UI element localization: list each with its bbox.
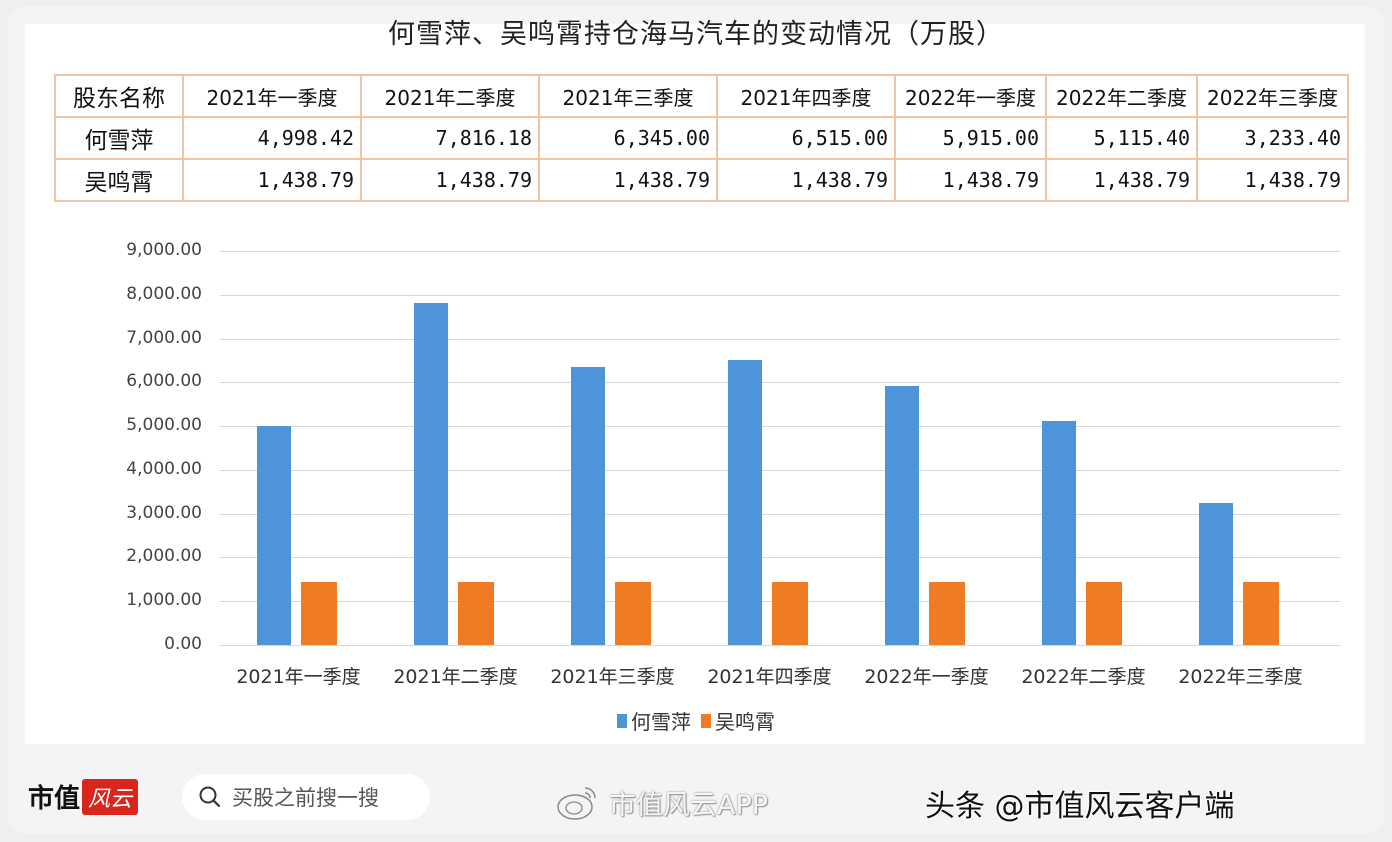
gridline bbox=[220, 469, 1340, 471]
bar-wu-mingxiao bbox=[300, 582, 337, 645]
x-tick-label: 2021年三季度 bbox=[550, 666, 675, 688]
legend-label: 何雪萍 bbox=[631, 710, 691, 734]
cell-value: 1,438.79 bbox=[1196, 158, 1349, 202]
y-tick-label: 6,000.00 bbox=[126, 371, 202, 392]
gridline bbox=[220, 513, 1340, 515]
header-cell: 2021年三季度 bbox=[538, 74, 718, 118]
y-tick-label: 1,000.00 bbox=[126, 590, 202, 611]
bar-wu-mingxiao bbox=[1242, 582, 1279, 645]
header-cell: 2021年四季度 bbox=[716, 74, 896, 118]
cell-value: 6,515.00 bbox=[716, 116, 896, 160]
cell-value: 1,438.79 bbox=[182, 158, 362, 202]
row-name: 吴鸣霄 bbox=[54, 158, 184, 202]
y-tick-label: 8,000.00 bbox=[126, 283, 202, 304]
legend-item: 何雪萍 bbox=[617, 706, 691, 735]
bar-he-xueping bbox=[727, 359, 762, 645]
bar-wu-mingxiao bbox=[771, 582, 808, 645]
weibo-text: 市值风云APP bbox=[609, 789, 769, 821]
bar-wu-mingxiao bbox=[457, 582, 494, 645]
x-tick-label: 2021年二季度 bbox=[393, 666, 518, 688]
cell-value: 1,438.79 bbox=[360, 158, 540, 202]
legend-label: 吴鸣霄 bbox=[715, 710, 775, 734]
bar-wu-mingxiao bbox=[614, 582, 651, 645]
legend-swatch-icon bbox=[701, 713, 711, 728]
gridline bbox=[220, 382, 1340, 384]
y-tick-label: 9,000.00 bbox=[126, 240, 202, 260]
bar-he-xueping bbox=[1198, 503, 1233, 645]
gridline bbox=[220, 645, 1340, 646]
weibo-watermark: 市值风云APP bbox=[555, 782, 768, 822]
cell-value: 1,438.79 bbox=[894, 158, 1047, 202]
toutiao-attribution: 头条 @市值风云客户端 bbox=[925, 789, 1235, 824]
bar-he-xueping bbox=[256, 426, 291, 645]
x-tick-label: 2022年二季度 bbox=[1021, 666, 1146, 688]
logo-text: 市值 bbox=[28, 784, 81, 814]
header-cell: 股东名称 bbox=[54, 74, 184, 118]
y-tick-label: 0.00 bbox=[164, 634, 202, 654]
legend-item: 吴鸣霄 bbox=[701, 706, 775, 735]
header-cell: 2021年二季度 bbox=[360, 74, 540, 118]
logo-red-badge: 风云 bbox=[82, 778, 139, 815]
cell-value: 5,115.40 bbox=[1045, 116, 1198, 160]
x-tick-label: 2022年一季度 bbox=[864, 666, 989, 688]
gridline bbox=[220, 557, 1340, 559]
cell-value: 5,915.00 bbox=[894, 116, 1047, 160]
y-tick-label: 4,000.00 bbox=[126, 458, 202, 479]
header-cell: 2022年三季度 bbox=[1196, 74, 1349, 118]
bar-he-xueping bbox=[884, 386, 919, 645]
y-tick-label: 7,000.00 bbox=[126, 327, 202, 348]
weibo-icon bbox=[557, 787, 596, 820]
brand-logo: 市值 风云 bbox=[28, 778, 139, 815]
search-icon bbox=[199, 786, 221, 808]
cell-value: 7,816.18 bbox=[360, 116, 540, 160]
table-row: 吴鸣霄 1,438.79 1,438.79 1,438.79 1,438.79 … bbox=[54, 158, 1349, 202]
bar-he-xueping bbox=[570, 367, 605, 645]
y-tick-label: 5,000.00 bbox=[126, 415, 202, 436]
bar-he-xueping bbox=[413, 302, 448, 645]
table-row: 何雪萍 4,998.42 7,816.18 6,345.00 6,515.00 … bbox=[54, 116, 1349, 160]
header-cell: 2021年一季度 bbox=[182, 74, 362, 118]
page-title: 何雪萍、吴鸣霄持仓海马汽车的变动情况（万股） bbox=[388, 19, 1004, 50]
gridline bbox=[220, 426, 1340, 428]
cell-value: 3,233.40 bbox=[1196, 116, 1349, 160]
search-placeholder: 买股之前搜一搜 bbox=[232, 786, 379, 810]
table-header-row: 股东名称 2021年一季度 2021年二季度 2021年三季度 2021年四季度… bbox=[54, 74, 1349, 118]
row-name: 何雪萍 bbox=[54, 116, 184, 160]
header-cell: 2022年二季度 bbox=[1045, 74, 1198, 118]
y-tick-label: 2,000.00 bbox=[126, 546, 202, 567]
gridline bbox=[220, 294, 1340, 296]
bar-wu-mingxiao bbox=[1085, 582, 1122, 645]
search-box[interactable]: 买股之前搜一搜 bbox=[182, 774, 430, 820]
cell-value: 1,438.79 bbox=[716, 158, 896, 202]
x-tick-label: 2021年一季度 bbox=[236, 666, 361, 688]
cell-value: 6,345.00 bbox=[538, 116, 718, 160]
chart-legend: 何雪萍 吴鸣霄 bbox=[0, 706, 1392, 735]
cell-value: 4,998.42 bbox=[182, 116, 362, 160]
x-tick-label: 2022年三季度 bbox=[1178, 666, 1303, 688]
holdings-table: 股东名称 2021年一季度 2021年二季度 2021年三季度 2021年四季度… bbox=[54, 74, 1349, 202]
bar-he-xueping bbox=[1041, 421, 1076, 645]
legend-swatch-icon bbox=[617, 713, 627, 728]
bar-wu-mingxiao bbox=[928, 582, 965, 645]
cell-value: 1,438.79 bbox=[1045, 158, 1198, 202]
header-cell: 2022年一季度 bbox=[894, 74, 1047, 118]
gridline bbox=[220, 251, 1340, 252]
gridline bbox=[220, 338, 1340, 340]
x-tick-label: 2021年四季度 bbox=[707, 666, 832, 688]
cell-value: 1,438.79 bbox=[538, 158, 718, 202]
y-tick-label: 3,000.00 bbox=[126, 502, 202, 523]
